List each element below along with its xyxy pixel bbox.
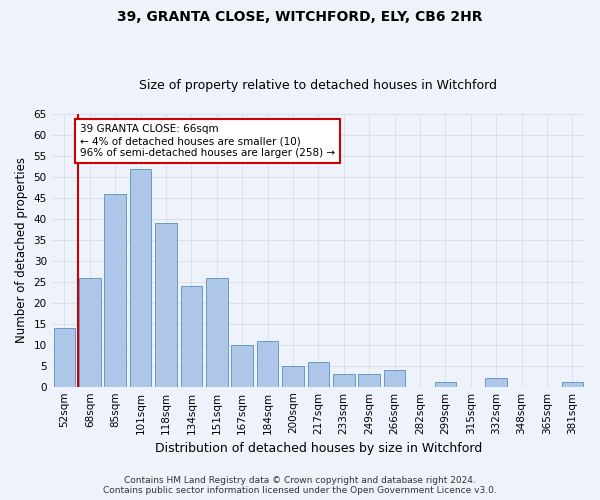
Bar: [181, 286, 202, 386]
Bar: [104, 194, 126, 386]
Bar: [282, 366, 304, 386]
Bar: [333, 374, 355, 386]
Bar: [53, 328, 75, 386]
Bar: [79, 278, 101, 386]
Text: 39 GRANTA CLOSE: 66sqm
← 4% of detached houses are smaller (10)
96% of semi-deta: 39 GRANTA CLOSE: 66sqm ← 4% of detached …: [80, 124, 335, 158]
Bar: [232, 344, 253, 387]
Title: Size of property relative to detached houses in Witchford: Size of property relative to detached ho…: [139, 79, 497, 92]
Bar: [562, 382, 583, 386]
Text: 39, GRANTA CLOSE, WITCHFORD, ELY, CB6 2HR: 39, GRANTA CLOSE, WITCHFORD, ELY, CB6 2H…: [117, 10, 483, 24]
X-axis label: Distribution of detached houses by size in Witchford: Distribution of detached houses by size …: [155, 442, 482, 455]
Bar: [485, 378, 507, 386]
Bar: [434, 382, 456, 386]
Bar: [308, 362, 329, 386]
Bar: [358, 374, 380, 386]
Y-axis label: Number of detached properties: Number of detached properties: [15, 158, 28, 344]
Bar: [257, 340, 278, 386]
Bar: [206, 278, 227, 386]
Bar: [130, 168, 151, 386]
Bar: [384, 370, 406, 386]
Bar: [155, 223, 177, 386]
Text: Contains HM Land Registry data © Crown copyright and database right 2024.
Contai: Contains HM Land Registry data © Crown c…: [103, 476, 497, 495]
